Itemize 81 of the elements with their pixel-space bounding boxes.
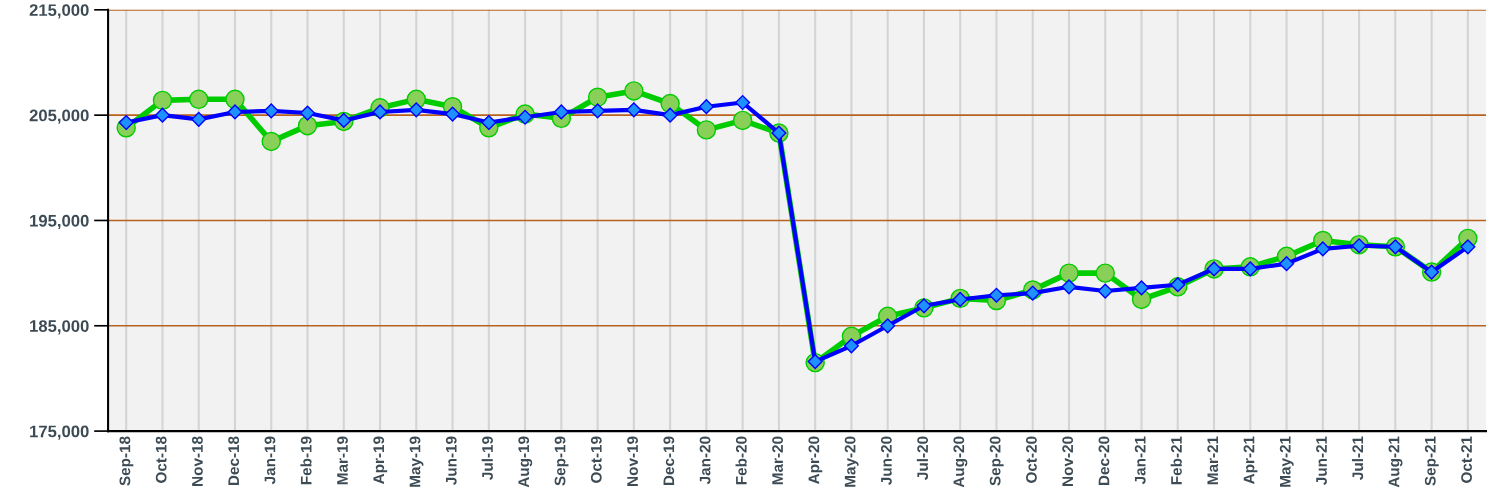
x-tick-label: Nov-19 [627,436,638,486]
x-tick-label: Dec-18 [228,436,240,486]
point [624,81,644,101]
x-tick-label: Nov-20 [1062,436,1074,486]
x-tick-label: May-21 [1279,436,1294,487]
x-tick-label: Jan-20 [699,436,711,485]
point [118,114,134,131]
point [1315,241,1331,257]
point [1097,283,1113,299]
x-tick-label: Aug-20 [953,436,968,488]
x-tick-label: Sep-21 [1424,436,1439,486]
point [481,114,497,131]
x-tick-label: Mar-19 [337,436,348,485]
point [152,90,173,111]
x-tick-label: Apr-20 [808,436,823,484]
y-tick-label: 195,000 [30,214,89,230]
point [988,287,1005,303]
point [189,89,209,110]
x-tick-label: Sep-19 [554,436,569,486]
x-tick-label: May-20 [844,436,859,487]
point [735,94,751,111]
x-tick-label: Mar-20 [772,436,783,485]
x-tick-label: Dec-19 [663,436,675,486]
point [698,99,714,115]
point [225,89,245,110]
point [843,338,859,354]
point [880,318,896,334]
x-tick-label: May-19 [409,436,424,487]
point [299,105,316,121]
point [191,111,207,127]
x-tick-label: Sep-18 [119,436,134,486]
point [1059,263,1079,283]
point [553,104,569,120]
point [587,87,608,107]
point [590,103,606,119]
point [1460,239,1476,255]
x-tick-label: Aug-21 [1388,436,1403,488]
x-tick-label: Oct-18 [155,436,167,483]
x-tick-label: Feb-19 [300,436,312,485]
x-tick-label: Oct-19 [590,436,602,483]
point [444,106,461,122]
point [297,115,318,136]
x-tick-label: Aug-19 [518,436,533,488]
point [1061,279,1077,295]
point [732,110,753,131]
y-tick-label: 175,000 [30,425,89,440]
point [1133,280,1150,296]
point [1095,263,1115,283]
point [1278,256,1295,272]
x-tick-label: Apr-21 [1243,436,1258,484]
point [517,109,533,125]
x-tick-label: Sep-20 [989,436,1004,486]
x-tick-label: Nov-18 [192,436,203,486]
x-tick-label: Jun-19 [445,436,457,485]
x-tick-label: Jun-21 [1316,436,1327,485]
x-tick-label: Oct-20 [1026,436,1037,483]
point [662,107,678,123]
x-tick-label: Jan-19 [264,436,276,485]
x-tick-label: Jun-20 [880,436,892,485]
point [372,104,388,120]
x-tick-label: Feb-21 [1170,436,1182,485]
point [1025,285,1041,301]
x-tick-label: Jan-21 [1134,436,1146,485]
x-tick-label: Oct-21 [1461,436,1472,483]
point [626,102,642,118]
y-tick-label: 185,000 [30,320,89,335]
x-tick-label: Jul-20 [916,436,929,480]
x-tick-label: Apr-19 [373,436,388,484]
point [263,103,279,119]
point [696,120,717,140]
point [408,102,424,118]
point [261,131,281,152]
point [227,104,243,120]
x-tick-label: Jul-21 [1351,436,1364,480]
x-tick-label: Mar-21 [1207,436,1219,485]
point [154,107,171,123]
y-tick-label: 205,000 [29,109,89,124]
x-tick-label: Jul-19 [481,436,493,480]
x-tick-label: Dec-20 [1098,436,1110,486]
x-tick-label: Feb-20 [735,436,747,485]
y-tick-label: 215,000 [29,4,89,19]
